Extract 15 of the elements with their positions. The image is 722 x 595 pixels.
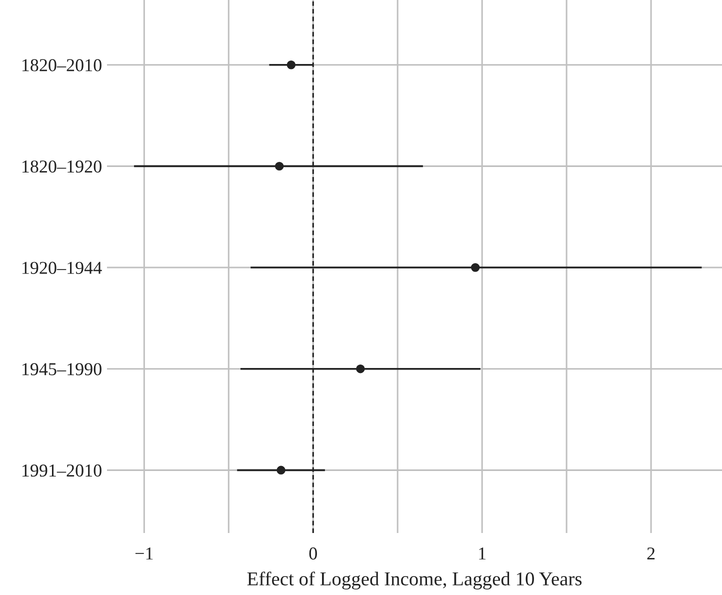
y-tick-label: 1820–2010 bbox=[22, 59, 102, 72]
x-tick-label: 1 bbox=[479, 548, 486, 560]
y-tick-label: 1991–2010 bbox=[22, 464, 102, 477]
x-tick-label: 0 bbox=[309, 547, 317, 560]
y-tick-label: 1920–1944 bbox=[22, 262, 102, 274]
point bbox=[356, 364, 365, 374]
point bbox=[470, 263, 480, 272]
point bbox=[286, 60, 296, 70]
y-tick-label: 1820–1920 bbox=[22, 160, 102, 173]
x-axis-title: Effect of Logged Income, Lagged 10 Years bbox=[247, 572, 582, 590]
y-tick-label: 1945–1990 bbox=[22, 363, 102, 376]
x-tick-label: −1 bbox=[135, 548, 153, 560]
point bbox=[276, 466, 286, 475]
x-tick-label: 2 bbox=[647, 547, 655, 560]
point bbox=[274, 162, 284, 171]
